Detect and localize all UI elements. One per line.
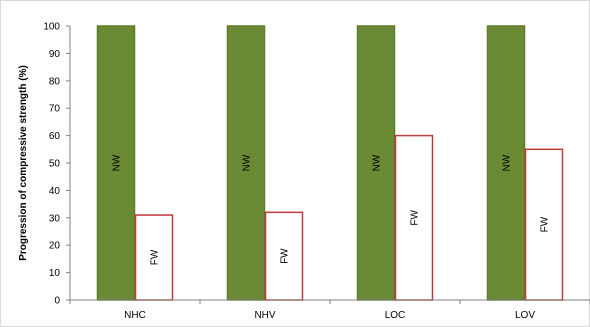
bar-nw-nhc [96, 25, 136, 301]
y-tick-label: 40 [49, 186, 61, 197]
bar-data-label: FW [540, 216, 551, 232]
x-tick-label: LOC [385, 310, 406, 321]
bar-data-label: FW [410, 209, 421, 225]
bar-data-label: FW [280, 248, 291, 264]
bar-data-label: FW [150, 249, 161, 265]
bar-data-label: NW [112, 154, 123, 171]
x-axis: NHC NHV LOC LOV [69, 299, 590, 321]
bar-data-label: NW [242, 154, 253, 171]
y-tick-label: 30 [49, 213, 61, 224]
y-tick-label: 70 [49, 104, 61, 115]
bar-data-label: NW [372, 154, 383, 171]
bars: NW FW NW FW NW FW NW FW [96, 25, 564, 301]
bar-fw-loc [394, 134, 434, 301]
y-tick-label: 90 [49, 49, 61, 60]
bar-fw-lov [524, 148, 564, 301]
y-axis: 0 10 20 30 40 50 60 70 80 90 100 [43, 22, 71, 307]
x-tick-label: LOV [515, 310, 535, 321]
y-tick-label: 100 [43, 22, 60, 33]
x-tick-label: NHV [254, 310, 275, 321]
y-axis-title: Progression of compressive strength (%) [18, 65, 29, 261]
y-tick-label: 60 [49, 131, 61, 142]
x-tick-label: NHC [124, 310, 146, 321]
bar-data-label: NW [502, 154, 513, 171]
y-tick-label: 20 [49, 241, 61, 252]
y-tick-label: 50 [49, 159, 61, 170]
bar-nw-loc [356, 25, 396, 301]
y-tick-label: 80 [49, 76, 61, 87]
bar-fw-nhv [264, 211, 304, 301]
y-tick-label: 10 [49, 268, 61, 279]
y-tick-label: 0 [54, 296, 60, 307]
